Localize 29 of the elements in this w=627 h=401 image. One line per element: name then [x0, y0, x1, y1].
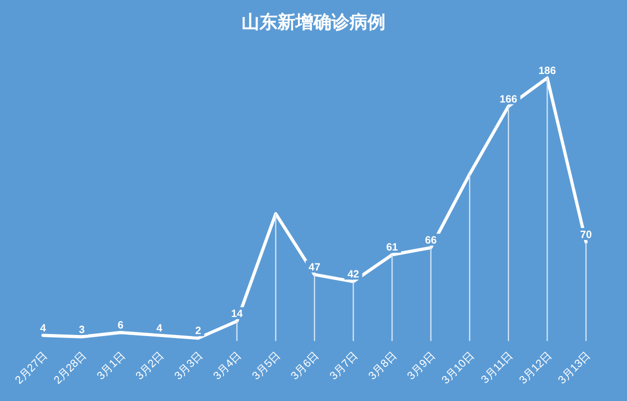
data-label: 6 [118, 320, 124, 332]
x-tick-label: 3月7日 [328, 350, 360, 382]
x-tick-label: 3月1日 [94, 350, 128, 382]
data-label: 42 [347, 268, 360, 281]
x-tick-label: 3月3日 [172, 350, 206, 382]
data-label: 70 [580, 229, 592, 242]
title: 山东新增确诊病例 [242, 12, 386, 32]
data-label: 61 [386, 242, 398, 254]
x-tick-label: 3月2日 [134, 350, 166, 382]
x-tick-label: 3月11日 [479, 350, 516, 386]
x-tick-label: 2月28日 [52, 350, 89, 387]
data-label: 186 [538, 65, 556, 77]
x-tick-label: 3月8日 [366, 350, 400, 382]
x-tick-label: 3月13日 [556, 350, 594, 387]
x-tick-label: 3月5日 [250, 350, 283, 382]
x-tick-label: 3月10日 [440, 350, 477, 387]
x-tick-label: 3月6日 [288, 350, 322, 382]
x-tick-label: 3月12日 [517, 350, 554, 387]
data-label: 3 [78, 324, 85, 336]
x-tick-label: 3月9日 [405, 350, 438, 382]
x-tick-label: 3月4日 [211, 350, 244, 382]
data-label: 4 [40, 322, 46, 334]
data-label: 4 [156, 322, 162, 334]
data-label: 166 [500, 93, 518, 106]
data-label: 47 [308, 262, 320, 274]
data-label: 2 [195, 325, 202, 338]
data-label: 14 [231, 308, 243, 320]
data-label: 66 [425, 234, 437, 247]
x-tick-label: 2月27日 [13, 350, 50, 387]
